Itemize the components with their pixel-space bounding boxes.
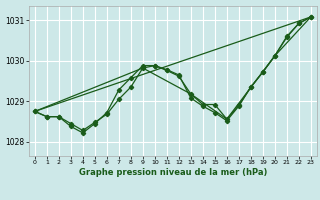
X-axis label: Graphe pression niveau de la mer (hPa): Graphe pression niveau de la mer (hPa) bbox=[79, 168, 267, 177]
